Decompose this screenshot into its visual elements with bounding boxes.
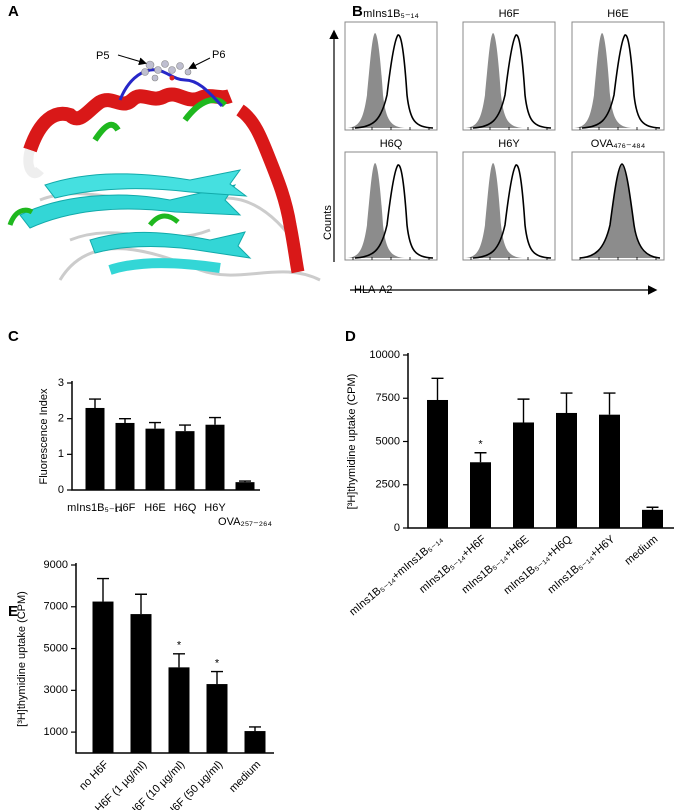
error-bar	[517, 398, 530, 423]
bar	[599, 414, 620, 528]
error-bar	[179, 424, 191, 432]
error-bar	[603, 392, 616, 415]
significance-marker: *	[215, 657, 220, 669]
histogram-frame	[462, 151, 556, 261]
histogram-frame	[462, 21, 556, 131]
error-bar	[560, 392, 573, 413]
panel-label: C	[8, 328, 19, 345]
histogram-frame	[571, 21, 665, 131]
error-bar	[646, 506, 659, 510]
bar	[556, 412, 577, 528]
y-tick-label: 5000	[376, 435, 400, 447]
histogram-title: H6Q	[380, 138, 403, 150]
error-bar	[209, 416, 221, 425]
y-tick-label: 2500	[376, 479, 400, 491]
bar	[244, 731, 266, 753]
structure-label: P5	[96, 50, 109, 62]
pointer-arrow	[117, 54, 147, 66]
y-tick-label: 9000	[44, 559, 68, 571]
x-tick-label: no H6F	[77, 758, 111, 792]
x-tick-label: mIns1B₅₋₁₄	[67, 502, 123, 514]
bar	[235, 482, 255, 490]
bar	[85, 407, 105, 490]
x-tick-label: medium	[623, 533, 661, 567]
axis-label: HLA-A2	[354, 284, 393, 296]
histogram-title: OVA₄₇₆₋₄₈₄	[591, 138, 646, 150]
bar	[513, 422, 534, 528]
bar	[130, 614, 152, 753]
error-bar	[474, 452, 487, 463]
histogram-title: H6E	[607, 8, 628, 20]
error-bar	[211, 670, 223, 685]
y-tick-label: 7000	[44, 601, 68, 613]
y-tick-label: 3	[58, 377, 64, 389]
bar	[175, 431, 195, 490]
y-axis-label: [³H]thymidine uptake (CPM)	[16, 591, 28, 727]
x-tick-label: OVA₂₅₇₋₂₆₄	[218, 516, 272, 528]
y-tick-label: 0	[58, 484, 64, 496]
x-tick-label: H6F	[115, 502, 136, 514]
y-tick-label: 7500	[376, 392, 400, 404]
axis-label: Counts	[322, 205, 334, 240]
error-bar	[431, 377, 444, 400]
bar	[205, 424, 225, 490]
protein-structure	[7, 60, 321, 282]
significance-marker: *	[478, 439, 483, 451]
histogram-title: H6Y	[498, 138, 520, 150]
y-axis-label: [³H]thymidine uptake (CPM)	[346, 374, 358, 510]
x-tick-label: H6Q	[174, 502, 197, 514]
error-bar	[239, 480, 251, 483]
error-bar	[119, 417, 131, 423]
y-tick-label: 0	[394, 522, 400, 534]
panel-label: B	[352, 3, 363, 20]
panel-label: A	[8, 3, 19, 20]
histogram-frame	[344, 151, 438, 261]
bar	[145, 428, 165, 490]
histogram-frame	[344, 21, 438, 131]
y-tick-label: 3000	[44, 684, 68, 696]
histogram-grid: mIns1B₅₋₁₄ H6F H6E H6Q H6Y OVA₄₇₆₋₄₈₄	[344, 8, 665, 261]
bar	[642, 509, 663, 528]
bar	[115, 422, 135, 490]
histogram-title: H6F	[499, 8, 520, 20]
bar	[92, 601, 114, 753]
error-bar	[135, 593, 147, 615]
x-tick-label: H6E	[144, 502, 165, 514]
x-tick-label: H6Y	[204, 502, 226, 514]
y-tick-label: 5000	[44, 642, 68, 654]
error-bar	[249, 726, 261, 732]
panel-label: E	[8, 603, 18, 620]
y-tick-label: 2	[58, 413, 64, 425]
error-bar	[97, 577, 109, 602]
error-bar	[173, 653, 185, 668]
bar	[168, 667, 190, 753]
y-tick-label: 1000	[44, 726, 68, 738]
y-tick-label: 10000	[369, 349, 400, 361]
error-bar	[89, 398, 101, 408]
x-tick-label: medium	[227, 759, 263, 795]
structure-label: P6	[212, 49, 225, 61]
significance-marker: *	[177, 640, 182, 652]
y-tick-label: 1	[58, 448, 64, 460]
error-bar	[149, 421, 161, 429]
bar	[206, 684, 228, 753]
bar	[470, 462, 491, 528]
histogram-title: mIns1B₅₋₁₄	[363, 8, 419, 20]
bar	[427, 399, 448, 528]
y-axis-label: Fluorescence Index	[38, 388, 50, 484]
panel-label: D	[345, 328, 356, 345]
pointer-arrow	[188, 57, 211, 69]
